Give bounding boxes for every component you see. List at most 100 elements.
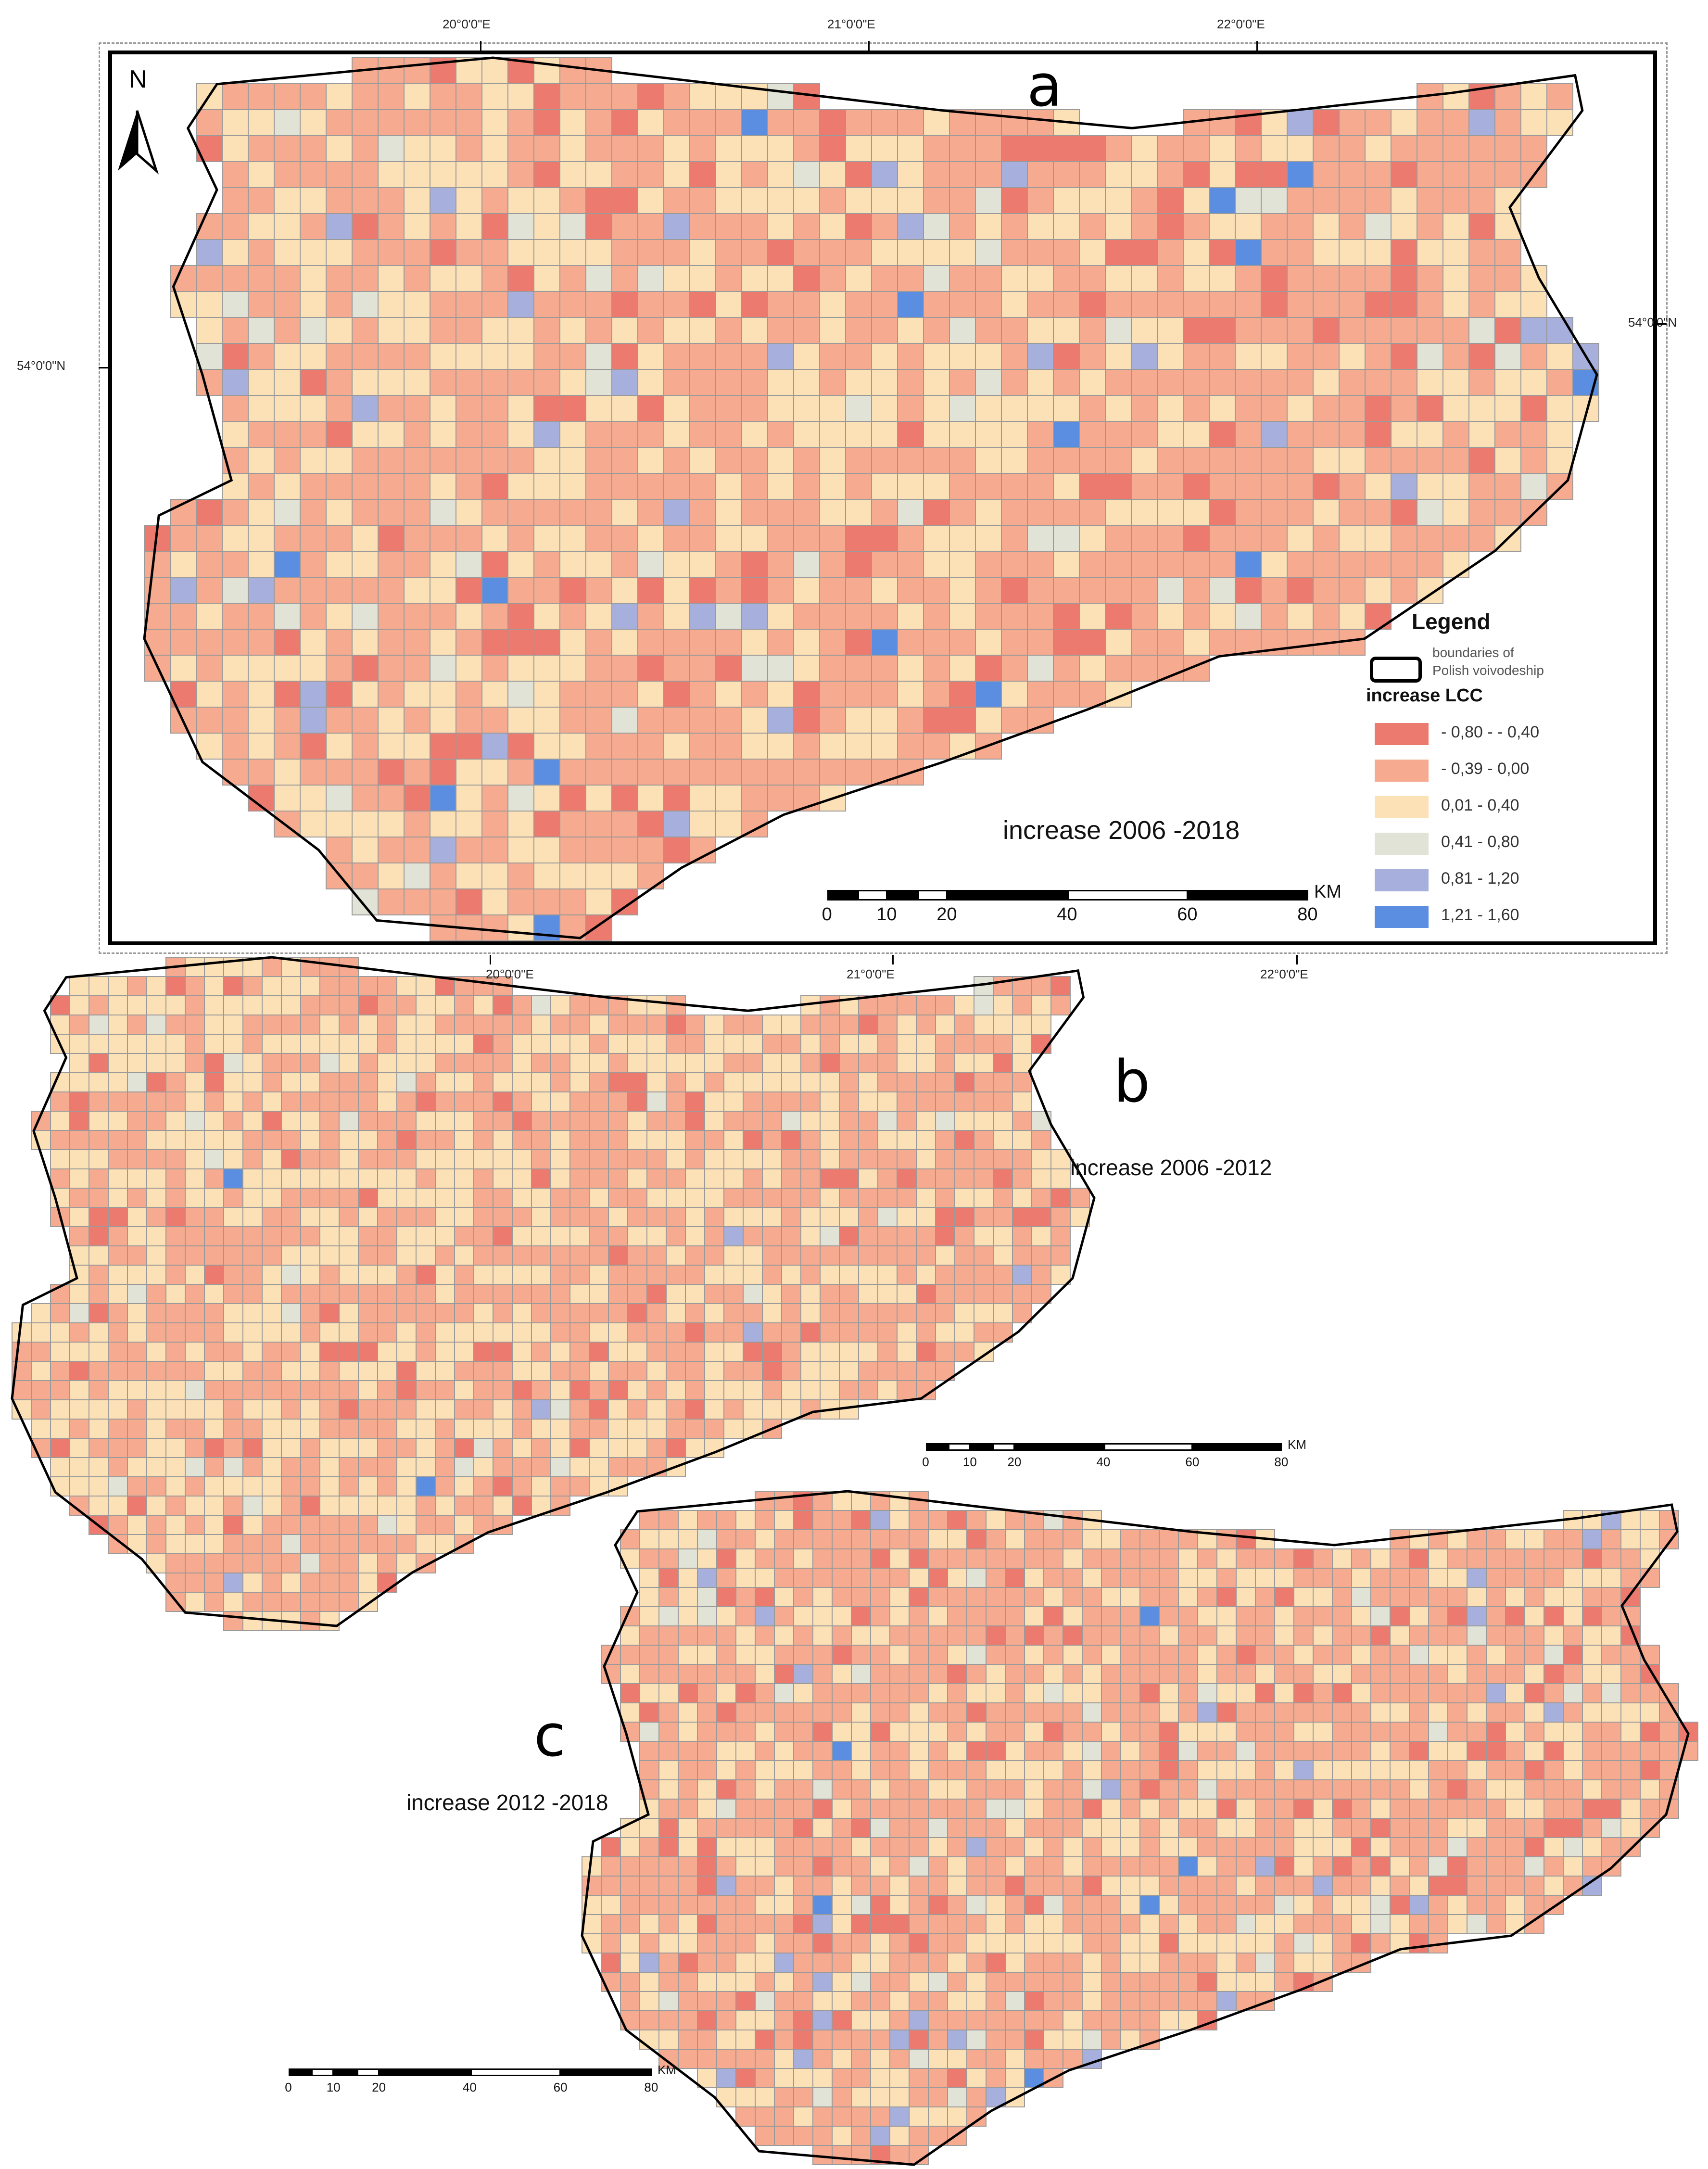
grid-cell (404, 629, 430, 656)
grid-cell (455, 551, 482, 578)
grid-cell (430, 473, 456, 500)
grid-cell (1005, 1664, 1025, 1684)
grid-cell (352, 291, 379, 318)
grid-cell (352, 395, 379, 422)
panel-b-grid (12, 957, 1090, 1631)
grid-cell (889, 1779, 910, 1800)
grid-cell (222, 603, 249, 630)
grid-cell (986, 1548, 1006, 1569)
grid-cell (585, 213, 612, 240)
grid-cell (1467, 1625, 1487, 1646)
grid-cell (928, 1741, 948, 1761)
grid-cell (975, 577, 1002, 604)
grid-cell (1236, 1972, 1256, 1992)
grid-cell (416, 1130, 436, 1150)
grid-cell (781, 1130, 801, 1150)
grid-cell (1031, 1111, 1051, 1131)
grid-cell (1024, 1741, 1044, 1761)
grid-cell (678, 1568, 698, 1588)
grid-cell (993, 1303, 1013, 1323)
grid-cell (1365, 499, 1392, 526)
grid-cell (832, 1664, 852, 1684)
legend-swatch (1375, 906, 1429, 928)
grid-cell (697, 1895, 717, 1915)
grid-cell (585, 83, 612, 110)
grid-cell (1082, 1837, 1102, 1857)
grid-cell (435, 1515, 455, 1535)
grid-cell (1063, 1914, 1083, 1934)
grid-cell (533, 707, 560, 734)
grid-cell (928, 2049, 948, 2069)
grid-cell (620, 1991, 640, 2011)
grid-cell (223, 1207, 243, 1227)
grid-cell (1178, 1702, 1198, 1723)
grid-cell (416, 1438, 436, 1458)
grid-cell (50, 1342, 70, 1362)
grid-cell (986, 1972, 1006, 1992)
grid-cell (352, 681, 379, 708)
grid-cell (326, 317, 353, 344)
grid-cell (889, 1491, 910, 1511)
grid-cell (689, 577, 716, 604)
grid-cell (767, 629, 794, 656)
grid-cell (741, 291, 768, 318)
grid-cell (793, 1722, 813, 1742)
grid-cell (569, 1149, 590, 1169)
grid-cell (781, 1168, 801, 1189)
grid-cell (1391, 395, 1417, 422)
grid-cell (646, 1419, 667, 1439)
grid-cell (165, 1091, 186, 1112)
grid-cell (909, 1510, 929, 1530)
grid-cell (1442, 551, 1469, 578)
grid-cell (1005, 1722, 1025, 1742)
grid-cell (339, 1188, 359, 1208)
grid-cell (1390, 1779, 1410, 1800)
grid-cell (533, 265, 560, 292)
grid-cell (223, 1130, 243, 1150)
grid-cell (1505, 1779, 1525, 1800)
grid-cell (839, 1091, 859, 1112)
grid-cell (585, 447, 612, 474)
grid-cell (1001, 551, 1028, 578)
grid-cell (975, 447, 1002, 474)
grid-cell (637, 421, 664, 448)
grid-cell (715, 707, 742, 734)
grid-cell (319, 957, 340, 977)
grid-cell (608, 1399, 628, 1420)
grid-cell (909, 1895, 929, 1915)
grid-cell (1005, 1837, 1025, 1857)
grid-cell (377, 1380, 397, 1400)
grid-cell (127, 1091, 147, 1112)
grid-cell (1079, 681, 1106, 708)
grid-cell (326, 733, 353, 760)
grid-cell (793, 759, 820, 786)
grid-cell (481, 343, 508, 370)
grid-cell (1131, 577, 1158, 604)
grid-cell (1079, 551, 1106, 578)
grid-cell (507, 863, 534, 889)
grid-cell (975, 343, 1002, 370)
grid-cell (774, 1722, 794, 1742)
grid-cell (377, 976, 397, 996)
grid-cell (1005, 1876, 1025, 1896)
grid-cell (531, 1322, 551, 1343)
grid-cell (1467, 1876, 1487, 1896)
grid-cell (493, 1091, 513, 1112)
grid-cell (493, 1188, 513, 1208)
grid-cell (723, 1111, 744, 1131)
grid-cell (281, 1380, 301, 1400)
grid-cell (1079, 161, 1106, 188)
grid-cell (909, 2106, 929, 2127)
grid-cell (1601, 1722, 1621, 1742)
grid-cell (165, 1496, 186, 1516)
grid-cell (601, 1895, 621, 1915)
grid-cell (923, 629, 950, 656)
grid-cell (1409, 1837, 1429, 1857)
grid-cell (1467, 1664, 1487, 1684)
grid-cell (281, 1573, 301, 1593)
grid-cell (1409, 1664, 1429, 1684)
grid-cell (1351, 1779, 1371, 1800)
grid-cell (1216, 1664, 1237, 1684)
grid-cell (531, 1342, 551, 1362)
grid-cell (928, 1991, 948, 2011)
